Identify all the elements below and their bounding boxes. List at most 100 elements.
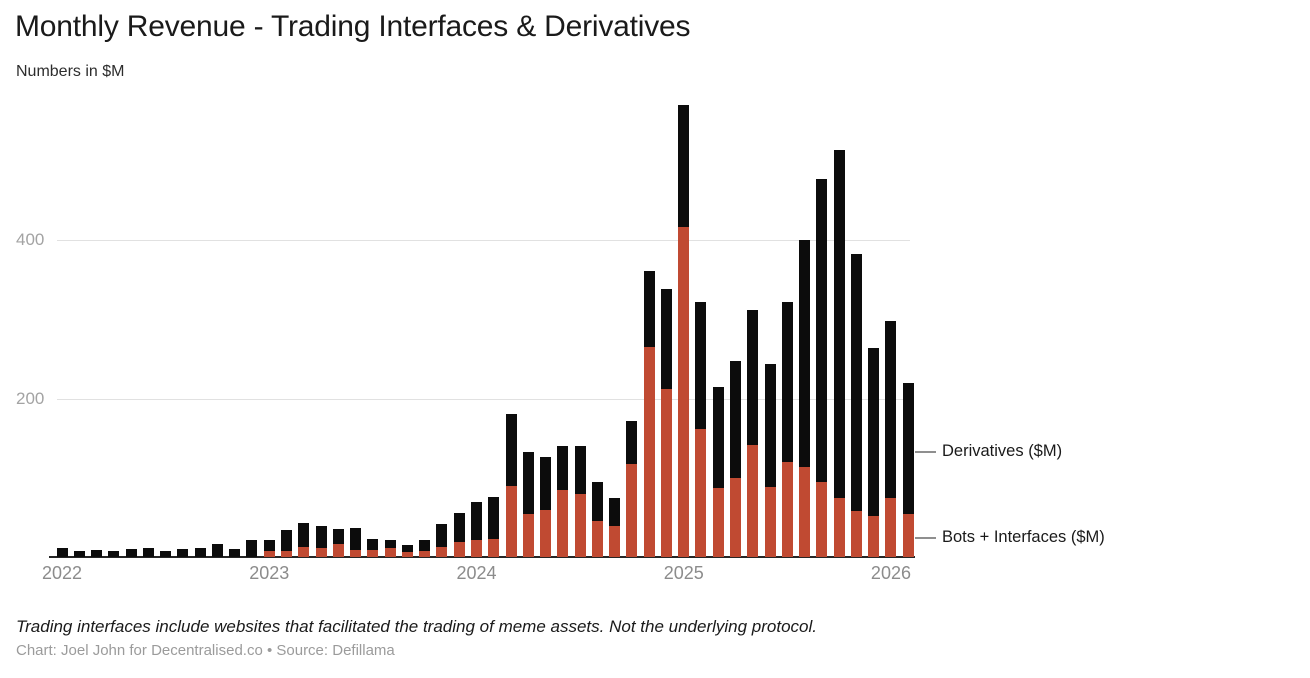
derivatives-segment bbox=[384, 539, 396, 548]
x-axis-year-label: 2026 bbox=[870, 563, 911, 583]
derivatives-segment bbox=[246, 540, 258, 557]
bots-segment bbox=[885, 498, 897, 557]
credit-line: Chart: Joel John for Decentralised.co • … bbox=[16, 642, 395, 659]
bots-segment bbox=[695, 429, 707, 557]
derivatives-segment bbox=[902, 382, 914, 515]
derivatives-segment bbox=[522, 452, 534, 515]
bots-segment bbox=[747, 445, 759, 557]
derivatives-segment bbox=[142, 548, 154, 557]
derivatives-segment bbox=[557, 446, 569, 491]
stacked-bar bbox=[453, 512, 465, 557]
bots-segment bbox=[781, 461, 793, 557]
stacked-bar bbox=[281, 530, 292, 557]
x-axis-year-label: 2025 bbox=[663, 563, 704, 583]
stacked-bar bbox=[56, 548, 68, 557]
derivatives-segment bbox=[505, 413, 517, 487]
bots-segment bbox=[505, 486, 517, 557]
stacked-bar bbox=[436, 523, 448, 557]
bots-segment bbox=[591, 520, 603, 557]
derivatives-segment bbox=[609, 497, 621, 527]
derivatives-segment bbox=[712, 386, 724, 489]
stacked-bar bbox=[660, 289, 672, 557]
stacked-bar bbox=[229, 549, 241, 557]
stacked-bar bbox=[695, 301, 707, 557]
derivatives-segment bbox=[91, 549, 103, 557]
bots-segment bbox=[764, 487, 776, 557]
derivatives-segment bbox=[626, 420, 638, 465]
stacked-bar bbox=[868, 347, 880, 557]
stacked-bar bbox=[367, 538, 379, 557]
bots-segment bbox=[660, 389, 672, 557]
derivatives-segment bbox=[401, 545, 413, 553]
stacked-bar bbox=[557, 446, 569, 557]
x-axis-year-label: 2024 bbox=[456, 563, 497, 583]
stacked-bar bbox=[747, 309, 759, 557]
legend-label-derivatives: Derivatives ($M) bbox=[942, 442, 1063, 460]
stacked-bar bbox=[730, 361, 742, 557]
bots-segment bbox=[902, 514, 914, 557]
bots-segment bbox=[401, 552, 413, 557]
stacked-bar bbox=[626, 420, 638, 557]
stacked-bar bbox=[211, 544, 223, 557]
stacked-bar bbox=[591, 481, 603, 557]
stacked-bar bbox=[540, 457, 552, 557]
derivatives-segment bbox=[833, 150, 845, 499]
bots-segment bbox=[643, 347, 655, 557]
bots-segment bbox=[453, 541, 465, 557]
stacked-bar bbox=[488, 496, 500, 557]
stacked-bar bbox=[505, 413, 517, 557]
derivatives-segment bbox=[453, 512, 465, 542]
derivatives-segment bbox=[885, 320, 897, 499]
bots-segment bbox=[609, 526, 621, 557]
derivatives-segment bbox=[73, 550, 85, 557]
x-axis-year-label: 2022 bbox=[41, 563, 83, 583]
derivatives-segment bbox=[350, 528, 362, 550]
bots-segment bbox=[816, 481, 828, 557]
stacked-bar bbox=[816, 178, 828, 557]
derivatives-segment bbox=[747, 309, 759, 446]
derivatives-segment bbox=[764, 364, 776, 488]
stacked-bar bbox=[401, 545, 413, 557]
chart-subtitle: Numbers in $M bbox=[16, 63, 125, 80]
bots-segment bbox=[419, 550, 431, 557]
bots-segment bbox=[522, 514, 534, 557]
stacked-bar bbox=[142, 548, 154, 557]
stacked-bar bbox=[522, 452, 534, 557]
derivatives-segment bbox=[229, 549, 241, 557]
bots-segment bbox=[678, 227, 690, 557]
stacked-bar bbox=[160, 551, 172, 557]
bots-segment bbox=[470, 540, 482, 557]
stacked-bar bbox=[246, 540, 258, 557]
stacked-bar bbox=[108, 550, 120, 557]
derivatives-segment bbox=[315, 526, 327, 549]
stacked-bar bbox=[177, 549, 189, 557]
derivatives-segment bbox=[298, 522, 310, 547]
bots-segment bbox=[850, 511, 862, 557]
stacked-bar bbox=[712, 386, 724, 557]
stacked-bar bbox=[73, 550, 85, 557]
derivatives-segment bbox=[160, 551, 172, 557]
derivatives-segment bbox=[194, 547, 206, 557]
stacked-bar bbox=[902, 382, 914, 557]
derivatives-segment bbox=[211, 544, 223, 557]
derivatives-segment bbox=[781, 301, 793, 462]
derivatives-segment bbox=[730, 361, 742, 478]
derivatives-segment bbox=[799, 240, 811, 467]
derivatives-segment bbox=[281, 530, 292, 551]
bots-segment bbox=[799, 466, 811, 557]
bots-segment bbox=[298, 546, 310, 557]
bots-segment bbox=[626, 464, 638, 557]
stacked-bar bbox=[194, 547, 206, 557]
y-gridline-400 bbox=[57, 240, 910, 241]
stacked-bar bbox=[91, 549, 103, 557]
stacked-bar bbox=[315, 526, 327, 557]
bots-segment bbox=[712, 488, 724, 557]
derivatives-segment bbox=[125, 549, 137, 557]
y-axis-tick-label: 400 bbox=[16, 230, 45, 249]
derivatives-segment bbox=[332, 529, 344, 545]
bots-segment bbox=[315, 548, 327, 557]
derivatives-segment bbox=[488, 496, 500, 539]
stacked-bar bbox=[678, 104, 690, 557]
bots-segment bbox=[833, 498, 845, 557]
stacked-bar bbox=[298, 522, 310, 557]
